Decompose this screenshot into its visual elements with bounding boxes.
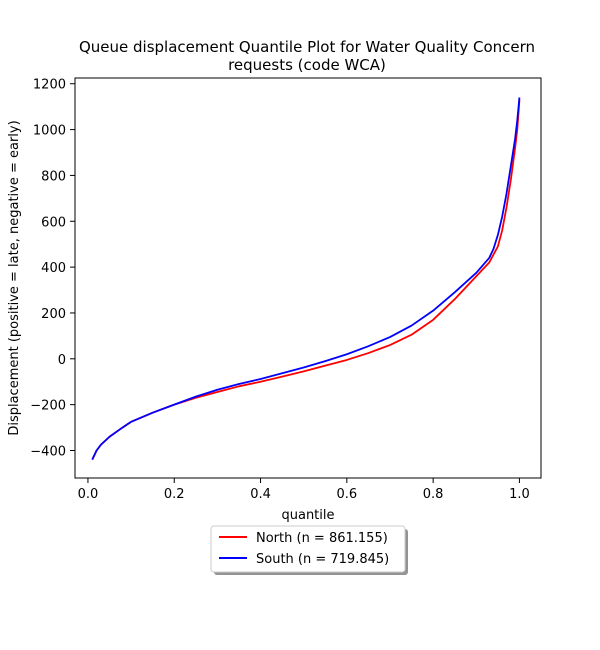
legend: North (n = 861.155) South (n = 719.845) <box>210 525 408 575</box>
x-tick-label: 0.4 <box>250 487 271 502</box>
y-axis-label: Displacement (positive = late, negative … <box>7 120 22 435</box>
x-axis-ticks: 0.0 0.2 0.4 0.6 0.8 1.0 <box>78 478 530 502</box>
y-tick-label: 400 <box>41 261 66 276</box>
x-axis-label: quantile <box>281 508 334 523</box>
y-tick-label: 0 <box>58 353 66 368</box>
x-tick-label: 1.0 <box>509 487 530 502</box>
x-tick-label: 0.0 <box>78 487 99 502</box>
series-lines <box>91 97 521 461</box>
y-tick-label: 200 <box>41 307 66 322</box>
y-tick-label: −400 <box>30 444 66 459</box>
legend-label-south: South (n = 719.845) <box>256 552 389 567</box>
chart-title-line2: requests (code WCA) <box>228 56 386 74</box>
chart-title-line1: Queue displacement Quantile Plot for Wat… <box>79 38 535 56</box>
y-tick-label: 1200 <box>33 78 66 93</box>
series-line-south <box>91 97 521 461</box>
legend-label-north: North (n = 861.155) <box>256 531 388 546</box>
y-tick-label: 800 <box>41 169 66 184</box>
series-line-north <box>91 99 521 461</box>
x-tick-label: 0.8 <box>423 487 444 502</box>
y-tick-label: 600 <box>41 215 66 230</box>
x-tick-label: 0.2 <box>164 487 185 502</box>
y-tick-label: 1000 <box>33 124 66 139</box>
y-tick-label: −200 <box>30 399 66 414</box>
y-axis-ticks: −400 −200 0 200 400 600 800 1000 1200 <box>30 78 75 459</box>
x-tick-label: 0.6 <box>336 487 357 502</box>
legend-box <box>210 525 406 573</box>
plot-area-frame <box>74 77 542 479</box>
